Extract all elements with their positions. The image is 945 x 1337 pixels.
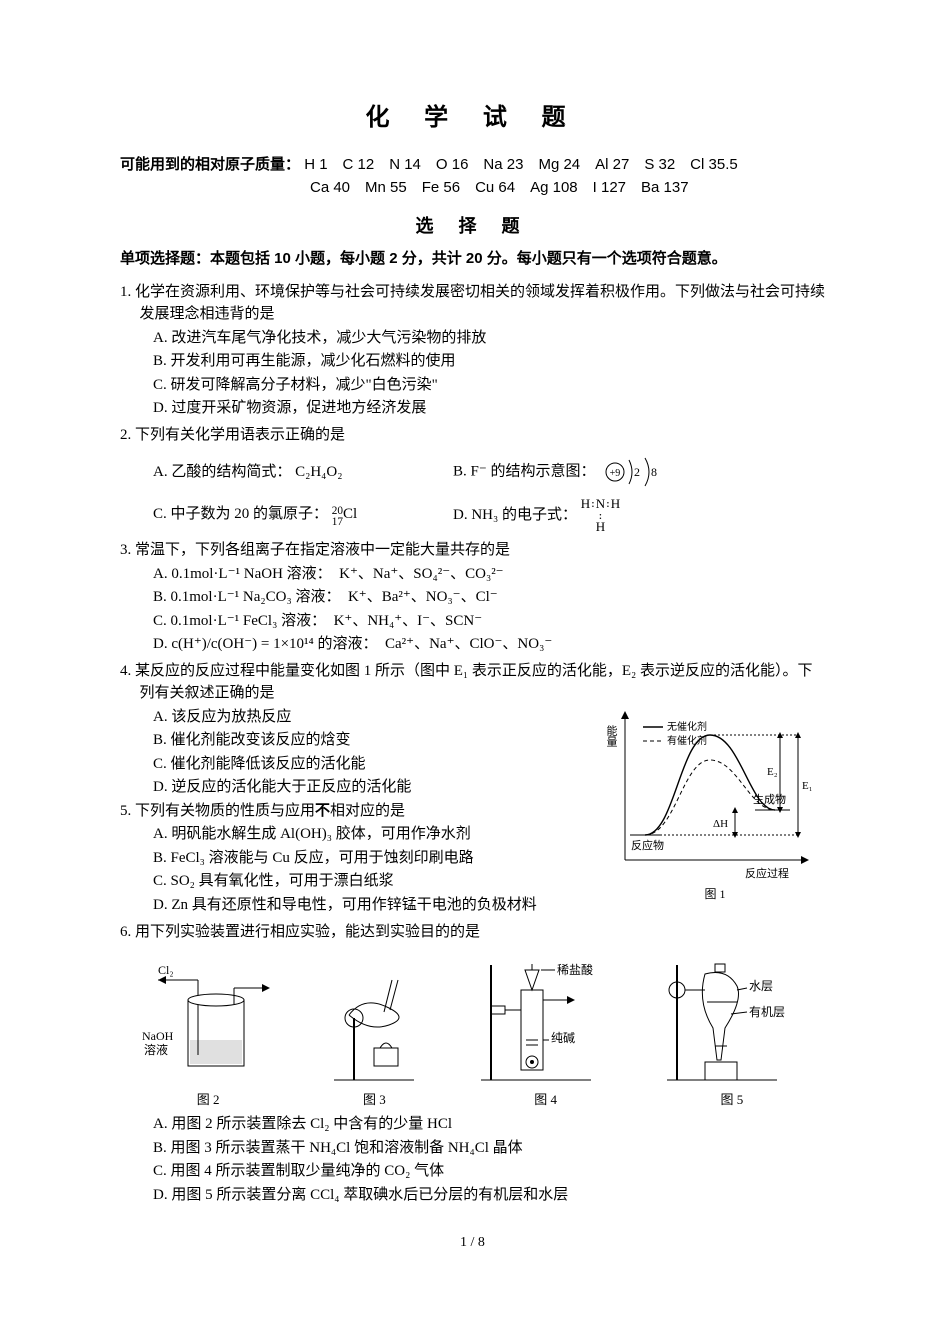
nucleus-text: +9 — [610, 468, 621, 479]
q5-stem: 5. 下列有关物质的性质与应用不相对应的是 — [120, 800, 605, 823]
page-title: 化 学 试 题 — [120, 100, 825, 136]
q2-D-prefix: D. NH₃ 的电子式： — [453, 507, 577, 523]
q1-stem: 1. 化学在资源利用、环境保护等与社会可持续发展密切相关的领域发挥着积极作用。下… — [120, 281, 825, 326]
figure-1: 能量 反应过程 反应物 生成物 无催化剂 有催化剂 — [605, 705, 825, 918]
atomic-mass-block: 可能用到的相对原子质量： H 1 C 12 N 14 O 16 Na 23 Mg… — [120, 154, 825, 199]
q4-option-A: A. 该反应为放热反应 — [153, 706, 605, 729]
q1-option-C: C. 研发可降解高分子材料，减少"白色污染" — [153, 374, 825, 397]
q4-option-B: B. 催化剂能改变该反应的焓变 — [153, 729, 605, 752]
question-4: 4. 某反应的反应过程中能量变化如图 1 所示（图中 E₁ 表示正反应的活化能，… — [120, 660, 825, 918]
figure-2: Cl₂ NaOH 溶液 图 2 — [138, 960, 278, 1110]
page-number: 1 / 8 — [120, 1232, 825, 1253]
nuclide-superscript: 20 17 — [332, 506, 343, 529]
q3-option-C: C. 0.1mol·L⁻¹ FeCl₃ 溶液： K⁺、NH₄⁺、I⁻、SCN⁻ — [153, 610, 825, 633]
figure-3-caption: 图 3 — [314, 1090, 434, 1110]
svg-text:能量: 能量 — [605, 723, 618, 746]
gas-washing-apparatus-icon: Cl₂ NaOH 溶液 — [138, 960, 278, 1090]
question-2: 2. 下列有关化学用语表示正确的是 A. 乙酸的结构简式： C₂H₄O₂ B. … — [120, 424, 825, 534]
q6-stem: 6. 用下列实验装置进行相应实验，能达到实验目的的是 — [120, 921, 825, 944]
q2-stem: 2. 下列有关化学用语表示正确的是 — [120, 424, 825, 447]
q4-option-D: D. 逆反应的活化能大于正反应的活化能 — [153, 776, 605, 799]
svg-text:Cl₂: Cl₂ — [158, 963, 174, 977]
svg-text:稀盐酸: 稀盐酸 — [557, 962, 593, 977]
q2-A-prefix: A. 乙酸的结构简式： — [153, 464, 291, 480]
atom-diagram-icon: +9 2 8 — [599, 452, 669, 492]
atomic-mass-line1: H 1 C 12 N 14 O 16 Na 23 Mg 24 Al 27 S 3… — [304, 156, 738, 173]
svg-text:有催化剂: 有催化剂 — [667, 734, 707, 747]
nuclide-symbol: Cl — [343, 506, 357, 522]
q1-option-A: A. 改进汽车尾气净化技术，减少大气污染物的排放 — [153, 327, 825, 350]
figure-4: 稀盐酸 纯碱 图 4 — [471, 950, 621, 1110]
q1-option-D: D. 过度开采矿物资源，促进地方经济发展 — [153, 397, 825, 420]
evaporation-apparatus-icon — [314, 960, 434, 1090]
q5-option-C: C. SO₂ 具有氧化性，可用于漂白纸浆 — [153, 870, 605, 893]
svg-text:E₂: E₂ — [767, 766, 778, 778]
svg-text:溶液: 溶液 — [144, 1042, 168, 1057]
figure-2-caption: 图 2 — [138, 1090, 278, 1110]
kipp-generator-icon: 稀盐酸 纯碱 — [471, 950, 621, 1090]
svg-text:E₁: E₁ — [802, 780, 813, 792]
svg-text:反应过程: 反应过程 — [745, 866, 789, 880]
svg-text:无催化剂: 无催化剂 — [667, 720, 707, 733]
shell-1: 2 — [634, 465, 640, 479]
q3-option-A: A. 0.1mol·L⁻¹ NaOH 溶液： K⁺、Na⁺、SO₄²⁻、CO₃²… — [153, 563, 825, 586]
q2-A-formula: C₂H₄O₂ — [295, 464, 342, 480]
svg-text:NaOH: NaOH — [142, 1029, 174, 1043]
q5-option-B: B. FeCl₃ 溶液能与 Cu 反应，可用于蚀刻印刷电路 — [153, 847, 605, 870]
section-instructions: 单项选择题：本题包括 10 小题，每小题 2 分，共计 20 分。每小题只有一个… — [120, 248, 825, 271]
figure-4-caption: 图 4 — [471, 1090, 621, 1110]
section-heading: 选 择 题 — [120, 213, 825, 240]
q3-option-B: B. 0.1mol·L⁻¹ Na₂CO₃ 溶液： K⁺、Ba²⁺、NO₃⁻、Cl… — [153, 586, 825, 609]
q5-option-D: D. Zn 具有还原性和导电性，可用作锌锰干电池的负极材料 — [153, 894, 605, 917]
lewis-structure-icon: H꞉N꞉H ꞉ H — [581, 498, 621, 533]
question-6: 6. 用下列实验装置进行相应实验，能达到实验目的的是 Cl₂ NaOH 溶液 — [120, 921, 825, 1206]
q3-option-D: D. c(H⁺)/c(OH⁻) = 1×10¹⁴ 的溶液： Ca²⁺、Na⁺、C… — [153, 633, 825, 656]
atomic-mass-label: 可能用到的相对原子质量： — [120, 156, 300, 173]
q5-option-A: A. 明矾能水解生成 Al(OH)₃ 胶体，可用作净水剂 — [153, 823, 605, 846]
figure-3: 图 3 — [314, 960, 434, 1110]
q6-option-A: A. 用图 2 所示装置除去 Cl₂ 中含有的少量 HCl — [153, 1113, 825, 1136]
figure-5-caption: 图 5 — [657, 1090, 807, 1110]
svg-text:反应物: 反应物 — [631, 838, 664, 852]
question-3: 3. 常温下，下列各组离子在指定溶液中一定能大量共存的是 A. 0.1mol·L… — [120, 539, 825, 656]
q3-stem: 3. 常温下，下列各组离子在指定溶液中一定能大量共存的是 — [120, 539, 825, 562]
svg-text:生成物: 生成物 — [753, 792, 786, 806]
q1-option-B: B. 开发利用可再生能源，减少化石燃料的使用 — [153, 350, 825, 373]
q2-B-prefix: B. F⁻ 的结构示意图： — [453, 463, 596, 479]
q4-stem: 4. 某反应的反应过程中能量变化如图 1 所示（图中 E₁ 表示正反应的活化能，… — [120, 660, 825, 705]
q2-C-prefix: C. 中子数为 20 的氯原子： — [153, 506, 328, 522]
exam-page: 化 学 试 题 可能用到的相对原子质量： H 1 C 12 N 14 O 16 … — [0, 0, 945, 1293]
atomic-mass-line2: Ca 40 Mn 55 Fe 56 Cu 64 Ag 108 I 127 Ba … — [120, 177, 825, 200]
svg-text:有机层: 有机层 — [749, 1005, 785, 1019]
q4-option-C: C. 催化剂能降低该反应的活化能 — [153, 753, 605, 776]
figure-5: 水层 有机层 图 5 — [657, 950, 807, 1110]
svg-text:水层: 水层 — [749, 979, 773, 993]
q6-option-D: D. 用图 5 所示装置分离 CCl₄ 萃取碘水后已分层的有机层和水层 — [153, 1184, 825, 1207]
svg-text:纯碱: 纯碱 — [551, 1031, 575, 1045]
shell-2: 8 — [651, 465, 657, 479]
separating-funnel-icon: 水层 有机层 — [657, 950, 807, 1090]
q6-option-C: C. 用图 4 所示装置制取少量纯净的 CO₂ 气体 — [153, 1160, 825, 1183]
svg-text:ΔH: ΔH — [713, 818, 728, 830]
energy-diagram-icon: 能量 反应过程 反应物 生成物 无催化剂 有催化剂 — [605, 705, 815, 885]
question-1: 1. 化学在资源利用、环境保护等与社会可持续发展密切相关的领域发挥着积极作用。下… — [120, 281, 825, 420]
figure-1-caption: 图 1 — [605, 885, 825, 903]
q6-option-B: B. 用图 3 所示装置蒸干 NH₄Cl 饱和溶液制备 NH₄Cl 晶体 — [153, 1137, 825, 1160]
